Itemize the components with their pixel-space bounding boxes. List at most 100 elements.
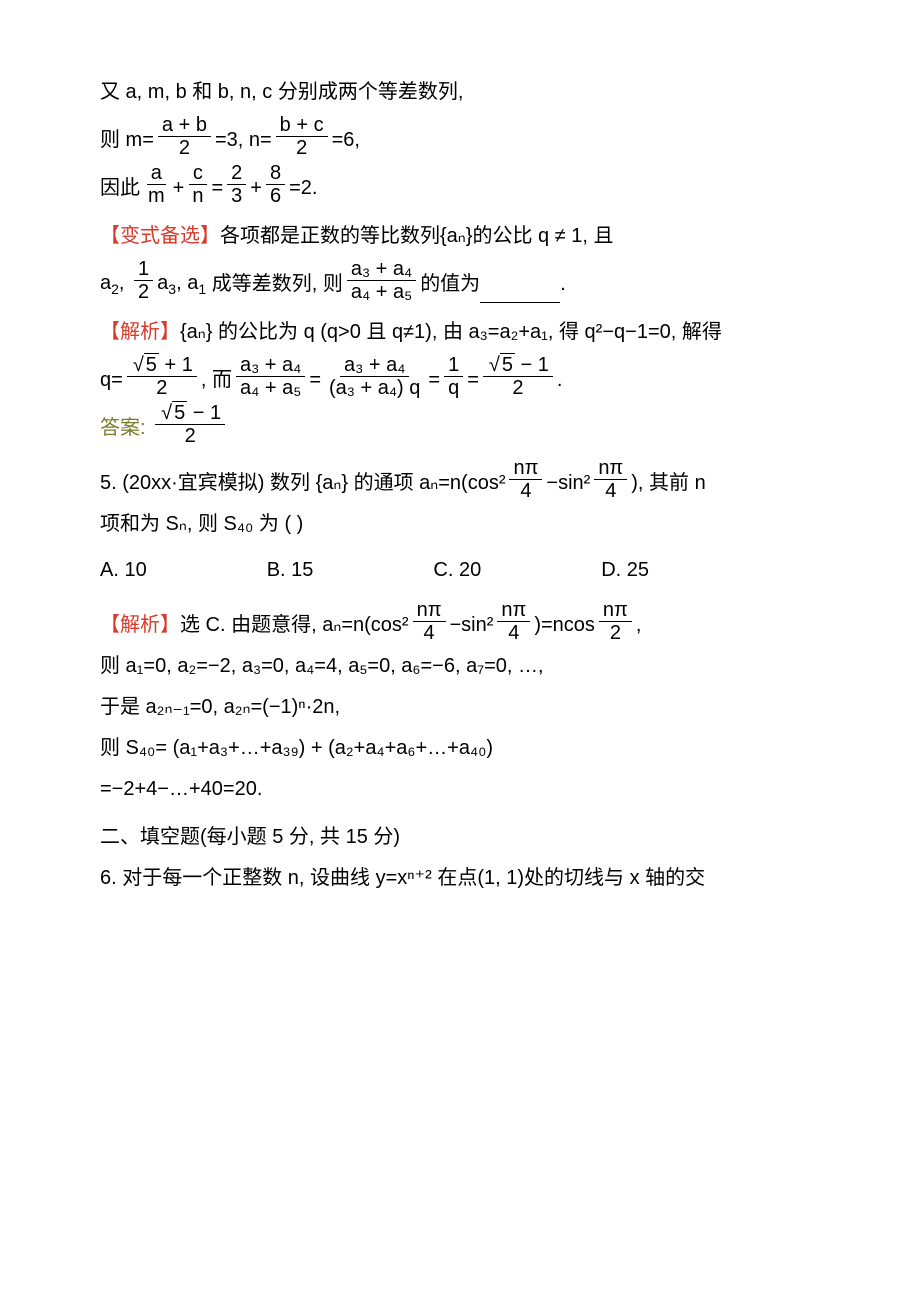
text: 项和为 Sₙ, 则 S₄₀ 为 ( ) [100,505,303,543]
solution-5-line-5: =−2+4−…+40=20. [100,770,820,808]
text: 则 S₄₀= (a₁+a₃+…+a₃₉) + (a₂+a₄+a₆+…+a₄₀) [100,729,493,767]
option-b: B. 15 [267,551,314,589]
numerator: nπ [599,599,632,622]
denominator: a₄ + a₅ [236,377,305,399]
text: 的公比 q ≠ 1, 且 [472,217,613,255]
text: −sin² [450,606,494,644]
page: 又 a, m, b 和 b, n, c 分别成两个等差数列, 则 m= a + … [0,0,920,1302]
fraction: nπ 4 [497,599,530,644]
fraction: 5 − 1 2 [483,354,553,399]
text: {aₙ} [440,217,472,255]
q5-line-2: 项和为 Sₙ, 则 S₄₀ 为 ( ) [100,505,820,543]
text: 6. 对于每一个正整数 n, 设曲线 y=xⁿ⁺² 在点(1, 1)处的切线与 … [100,859,705,897]
solution-5-line-3: 于是 a₂ₙ₋₁=0, a₂ₙ=(−1)ⁿ·2n, [100,688,820,726]
numerator: nπ [413,599,446,622]
denominator: 4 [419,622,438,644]
numerator: nπ [509,457,542,480]
option-d: D. 25 [601,551,649,589]
fraction: a + b 2 [158,114,211,159]
fraction: 8 6 [266,162,285,207]
fraction: a m [144,162,169,207]
text: a3, a1 [157,264,212,303]
denominator: n [188,185,207,207]
numerator: 5 + 1 [127,354,197,377]
denominator: 4 [601,480,620,502]
numerator: c [189,162,207,185]
text: =6, [332,121,360,159]
numerator: 8 [266,162,285,185]
text: 则 a₁=0, a₂=−2, a₃=0, a₄=4, a₅=0, a₆=−6, … [100,647,544,685]
denominator: 2 [508,377,527,399]
para-1-line-2: 则 m= a + b 2 =3, n= b + c 2 =6, [100,114,820,159]
text: , [636,606,642,644]
numerator: 1 [444,354,463,377]
variant-line-2: a2, 1 2 a3, a1 成等差数列, 则 a₃ + a₄ a₄ + a₅ … [100,258,820,303]
denominator: 6 [266,185,285,207]
solution-1-line-1: 【解析】 {aₙ} 的公比为 q (q>0 且 q≠1), 由 a₃=a₂+a₁… [100,313,820,351]
text: = [211,169,223,207]
solution-5-line-4: 则 S₄₀= (a₁+a₃+…+a₃₉) + (a₂+a₄+a₆+…+a₄₀) [100,729,820,767]
answer-1: 答案: 5 − 1 2 [100,402,820,447]
q5-line-1: 5. (20xx·宜宾模拟) 数列 {aₙ} 的通项 aₙ=n(cos² nπ … [100,457,820,502]
text: 因此 [100,169,140,207]
numerator: a₃ + a₄ [236,354,305,377]
solution-5-line-2: 则 a₁=0, a₂=−2, a₃=0, a₄=4, a₅=0, a₆=−6, … [100,647,820,685]
fraction: a₃ + a₄ a₄ + a₅ [236,354,305,399]
text: = [309,361,321,399]
fraction: nπ 4 [594,457,627,502]
text: 则 m= [100,121,154,159]
numerator: 2 [227,162,246,185]
denominator: 4 [504,622,523,644]
solution-label: 【解析】 [100,313,180,351]
denominator: q [444,377,463,399]
option-a: A. 10 [100,551,147,589]
text: 于是 a₂ₙ₋₁=0, a₂ₙ=(−1)ⁿ·2n, [100,688,340,726]
denominator: 2 [292,137,311,159]
solution-1-line-2: q= 5 + 1 2 , 而 a₃ + a₄ a₄ + a₅ = a₃ + a₄… [100,354,820,399]
fraction: nπ 4 [509,457,542,502]
text: + [173,169,185,207]
text: + [250,169,262,207]
numerator: a₃ + a₄ [340,354,409,377]
solution-5-line-1: 【解析】 选 C. 由题意得, aₙ=n(cos² nπ 4 −sin² nπ … [100,599,820,644]
text [146,409,152,447]
denominator: 4 [516,480,535,502]
text: )=ncos [534,606,595,644]
text: = [467,361,479,399]
denominator: m [144,185,169,207]
text: 的值为 [420,265,480,303]
text: ), 其前 n [631,464,705,502]
fraction: 5 − 1 2 [155,402,225,447]
text: , 而 [201,361,232,399]
numerator: 5 − 1 [483,354,553,377]
para-1-line-3: 因此 a m + c n = 2 3 + 8 6 =2. [100,162,820,207]
fraction: 1 2 [134,258,153,303]
option-c: C. 20 [433,551,481,589]
numerator: a [147,162,166,185]
denominator: 2 [134,281,153,303]
denominator: 2 [181,425,200,447]
text: . [557,361,563,399]
solution-label: 【解析】 [100,606,180,644]
text: =3, n= [215,121,272,159]
q5-options: A. 10 B. 15 C. 20 D. 25 [100,551,820,589]
text: 选 C. 由题意得, aₙ=n(cos² [180,606,409,644]
section-2-heading: 二、填空题(每小题 5 分, 共 15 分) [100,818,820,856]
numerator: nπ [594,457,627,480]
text: 各项都是正数的等比数列 [220,217,440,255]
fraction: 1 q [444,354,463,399]
blank-line [480,282,560,303]
numerator: a₃ + a₄ [347,258,416,281]
text: q= [100,361,123,399]
fraction: nπ 2 [599,599,632,644]
q6-line-1: 6. 对于每一个正整数 n, 设曲线 y=xⁿ⁺² 在点(1, 1)处的切线与 … [100,859,820,897]
fraction: nπ 4 [413,599,446,644]
para-1-line-1: 又 a, m, b 和 b, n, c 分别成两个等差数列, [100,73,820,111]
text: a2, [100,264,130,303]
denominator: 3 [227,185,246,207]
fraction: c n [188,162,207,207]
answer-label: 答案: [100,409,146,447]
denominator: 2 [152,377,171,399]
numerator: 5 − 1 [155,402,225,425]
fraction: 2 3 [227,162,246,207]
